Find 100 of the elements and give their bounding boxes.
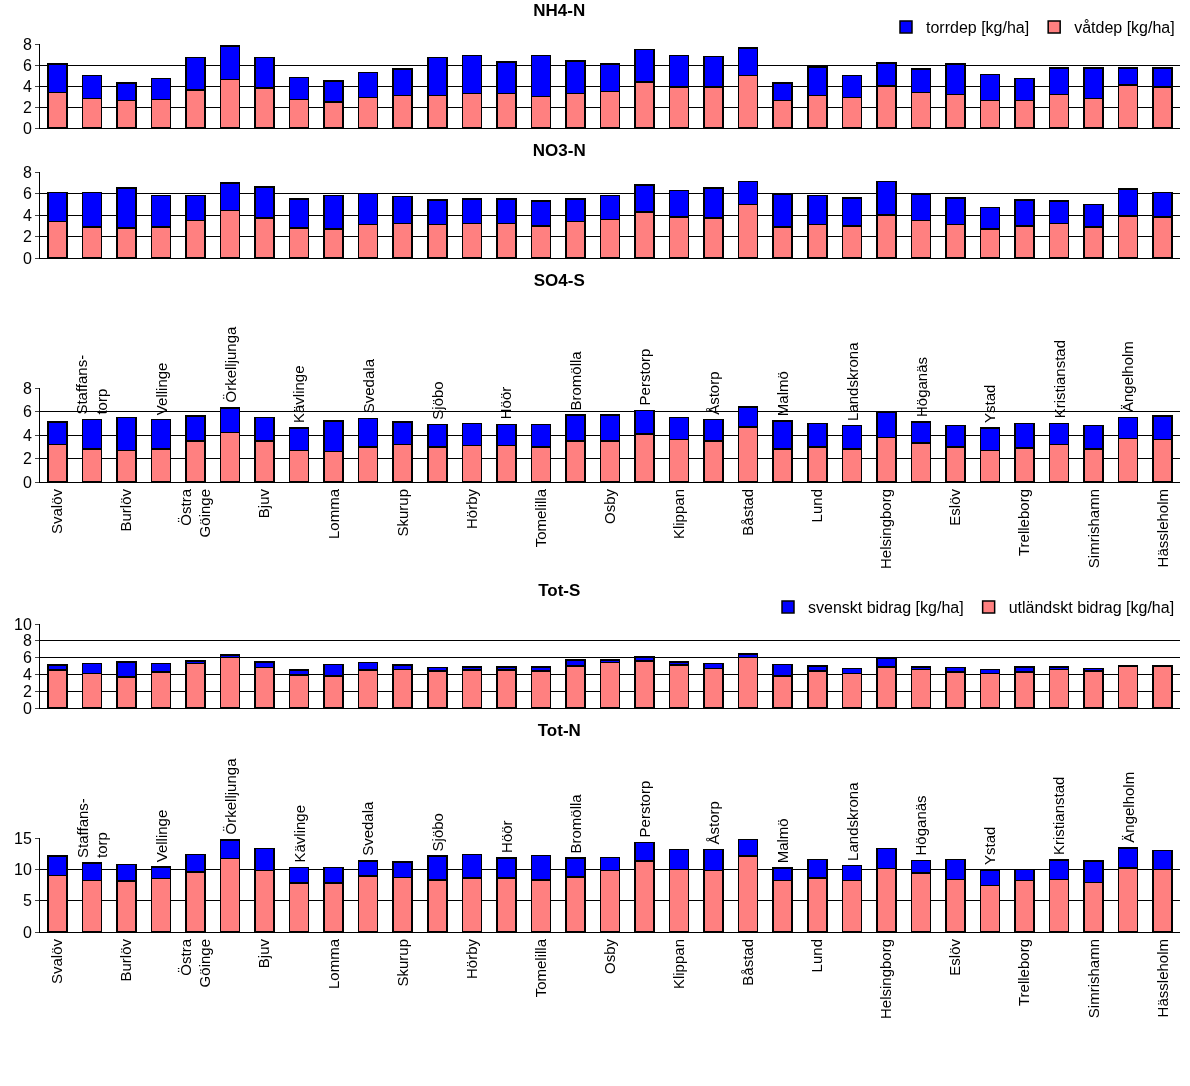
legend-label: svenskt bidrag [kg/ha] (808, 599, 964, 617)
x-tick-label: Skurup (393, 489, 411, 537)
y-tick-label: 8 (22, 163, 32, 181)
x-tick-label: Kävlinge (290, 365, 308, 424)
chart-title: Tot-S (538, 580, 581, 600)
x-tick-label: Simrishamn (1084, 489, 1102, 569)
x-tick-label: Ystad (981, 826, 999, 865)
x-tick-label: Malmö (774, 371, 792, 417)
y-tick-label: 2 (22, 228, 32, 246)
x-tick-label: Staffans- torp (73, 354, 110, 415)
y-tick-label: 0 (22, 249, 32, 267)
x-tick-label: Bromölla (567, 350, 585, 411)
x-tick-label: Båstad (739, 489, 757, 536)
x-tick-label: Svedala (360, 358, 378, 414)
x-tick-label: Landskrona (843, 781, 861, 861)
chart-title: NH4-N (533, 0, 586, 20)
x-tick-label: Ängelholm (1119, 771, 1137, 843)
x-tick-label: Svalöv (48, 488, 66, 535)
y-tick-label: 0 (22, 473, 32, 491)
y-tick-label: 2 (22, 682, 32, 700)
y-tick-label: 0 (22, 699, 32, 717)
y-tick-label: 2 (22, 98, 32, 116)
y-tick-label: 0 (22, 923, 32, 941)
x-tick-label: Skurup (393, 939, 411, 987)
y-tick-label: 4 (22, 206, 32, 224)
y-tick-label: 8 (22, 632, 32, 650)
chart-title: NO3-N (532, 140, 586, 160)
y-tick-label: 6 (22, 649, 32, 667)
x-tick-label: Tomelilla (531, 488, 549, 548)
y-tick-label: 8 (22, 35, 32, 53)
x-tick-label: Lomma (324, 938, 342, 990)
y-tick-label: 10 (14, 860, 32, 878)
x-tick-label: Åstorp (705, 371, 723, 415)
x-tick-label: Kristianstad (1050, 339, 1068, 419)
legend-label: våtdep [kg/ha] (1074, 19, 1175, 37)
x-tick-label: Klippan (669, 939, 687, 990)
x-tick-label: Kristianstad (1050, 776, 1068, 856)
x-tick-label: Sjöbo (428, 381, 446, 420)
y-tick-label: 8 (22, 379, 32, 397)
x-tick-label: Lomma (324, 488, 342, 540)
x-tick-label: Osby (600, 938, 618, 975)
x-tick-label: Östra Göinge (176, 488, 214, 538)
x-tick-label: Östra Göinge (176, 938, 214, 988)
x-tick-label: Malmö (774, 818, 792, 864)
x-tick-label: Bjuv (255, 488, 273, 519)
x-tick-label: Kävlinge (290, 804, 308, 863)
x-tick-label: Simrishamn (1084, 939, 1102, 1019)
x-tick-label: Sjöbo (429, 813, 447, 852)
legend-label: torrdep [kg/ha] (926, 19, 1030, 37)
x-tick-label: Perstorp (635, 348, 653, 406)
x-tick-label: Eslöv (946, 938, 964, 976)
x-tick-label: Trelleborg (1015, 939, 1033, 1006)
chart-title: Tot-N (537, 720, 581, 740)
x-tick-label: Örkelljunga (221, 325, 239, 403)
x-tick-label: Ängelholm (1119, 341, 1137, 413)
y-tick-label: 15 (14, 829, 32, 847)
x-tick-label: Vellinge (152, 362, 170, 416)
x-tick-label: Klippan (669, 489, 687, 540)
x-tick-label: Örkelljunga (221, 757, 239, 835)
x-tick-label: Lund (808, 489, 826, 523)
y-tick-label: 6 (22, 403, 32, 421)
x-tick-label: Svalöv (48, 938, 66, 985)
y-tick-label: 4 (22, 77, 32, 95)
x-tick-label: Höganäs (912, 356, 930, 417)
x-tick-label: Helsingborg (877, 489, 895, 570)
x-tick-label: Bromölla (567, 793, 585, 854)
x-tick-label: Höör (497, 820, 515, 853)
x-tick-label: Helsingborg (877, 939, 895, 1020)
x-tick-label: Båstad (739, 939, 757, 986)
y-tick-label: 5 (22, 892, 32, 910)
x-tick-label: Staffans- torp (73, 798, 111, 858)
x-tick-label: Hässleholm (1153, 939, 1171, 1018)
x-tick-label: Ystad (981, 384, 999, 423)
y-tick-label: 4 (22, 426, 32, 444)
y-tick-label: 4 (22, 666, 32, 683)
y-tick-label: 0 (22, 119, 32, 137)
y-tick-label: 2 (22, 450, 32, 468)
x-tick-label: Osby (600, 488, 618, 525)
x-tick-label: Perstorp (635, 780, 653, 838)
legend-label: utländskt bidrag [kg/ha] (1008, 599, 1175, 617)
y-tick-label: 10 (14, 615, 32, 633)
x-tick-label: Höör (497, 386, 515, 420)
x-tick-label: Eslöv (946, 488, 964, 526)
x-tick-label: Svedala (359, 801, 377, 856)
y-tick-label: 6 (22, 185, 32, 203)
y-tick-label: 6 (22, 56, 32, 74)
x-tick-label: Åstorp (704, 801, 722, 845)
x-tick-label: Burlöv (117, 488, 135, 532)
x-tick-label: Hässleholm (1153, 489, 1171, 568)
x-tick-label: Tomelilla (531, 938, 549, 998)
x-tick-label: Lund (808, 939, 826, 973)
x-tick-label: Bjuv (255, 938, 273, 969)
chart-title: SO4-S (533, 270, 585, 290)
x-tick-label: Landskrona (843, 341, 861, 421)
x-tick-label: Trelleborg (1015, 489, 1033, 556)
x-tick-label: Vellinge (152, 809, 170, 863)
x-tick-label: Burlöv (117, 938, 135, 982)
x-tick-label: Hörby (462, 488, 480, 530)
x-tick-label: Höganäs (912, 795, 930, 856)
x-tick-label: Hörby (462, 938, 480, 980)
